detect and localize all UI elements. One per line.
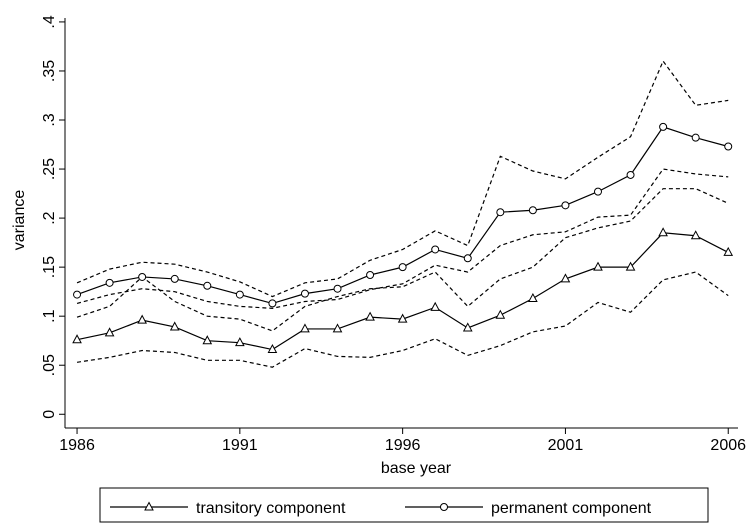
circle-marker (691, 133, 700, 142)
x-axis-label: base year (381, 460, 452, 477)
circle-marker (659, 122, 668, 131)
y-tick-label: .05 (41, 354, 58, 376)
x-tick-label: 2001 (548, 437, 584, 454)
legend-marker (144, 501, 154, 511)
x-tick-label: 1996 (385, 437, 421, 454)
triangle-marker (430, 301, 441, 311)
y-tick-label: .1 (41, 309, 58, 322)
triangle-marker (365, 311, 375, 321)
y-tick-label: .15 (41, 256, 58, 278)
circle-marker (724, 142, 733, 151)
triangle-marker (72, 334, 82, 344)
triangle-marker (723, 246, 734, 256)
triangle-marker (495, 309, 506, 319)
legend-marker (440, 503, 448, 511)
circle-marker (203, 281, 212, 290)
y-tick-label: .3 (41, 113, 58, 126)
y-tick-label: 0 (41, 410, 58, 419)
triangle-marker (202, 335, 213, 345)
triangle-marker (169, 321, 180, 331)
legend-label: permanent component (491, 500, 652, 517)
x-tick-label: 1991 (222, 437, 258, 454)
upper-bound (76, 188, 729, 332)
circle-marker (463, 254, 472, 263)
triangle-marker (137, 314, 147, 324)
legend-label: transitory component (196, 500, 346, 517)
lower-bound (76, 168, 729, 309)
triangle-marker (300, 323, 310, 333)
upper-bound (76, 59, 729, 298)
triangle-marker (462, 322, 473, 332)
circle-marker (431, 245, 440, 254)
triangle-marker (528, 292, 538, 303)
y-tick-label: .2 (41, 211, 58, 224)
triangle-marker (625, 261, 636, 271)
circle-marker (561, 201, 570, 210)
circle-marker (496, 208, 505, 217)
circle-marker (300, 289, 309, 298)
circle-marker (626, 170, 635, 179)
circle-marker (73, 290, 82, 299)
circle-marker (366, 270, 375, 279)
triangle-marker (593, 261, 603, 271)
circle-marker (528, 206, 537, 215)
triangle-marker (235, 337, 245, 347)
circle-marker (235, 290, 244, 299)
circle-marker (268, 299, 277, 308)
y-tick-label: .35 (41, 60, 58, 82)
triangle-marker (658, 227, 668, 237)
circle-marker (333, 284, 342, 293)
legend-box (99, 487, 709, 523)
triangle-marker (104, 327, 115, 337)
triangle-marker (397, 313, 408, 323)
y-axis-label: variance (11, 190, 28, 251)
triangle-marker (560, 273, 571, 283)
circle-marker (105, 278, 114, 287)
circle-marker (398, 263, 407, 272)
triangle-marker (267, 343, 278, 354)
circle-marker (170, 274, 179, 283)
x-tick-label: 1986 (59, 437, 95, 454)
triangle-marker (332, 323, 343, 333)
y-tick-label: .4 (41, 15, 58, 28)
circle-marker (138, 272, 147, 281)
x-tick-label: 2006 (710, 437, 746, 454)
y-tick-label: .25 (41, 158, 58, 180)
circle-marker (593, 187, 602, 196)
triangle-marker (690, 230, 701, 240)
